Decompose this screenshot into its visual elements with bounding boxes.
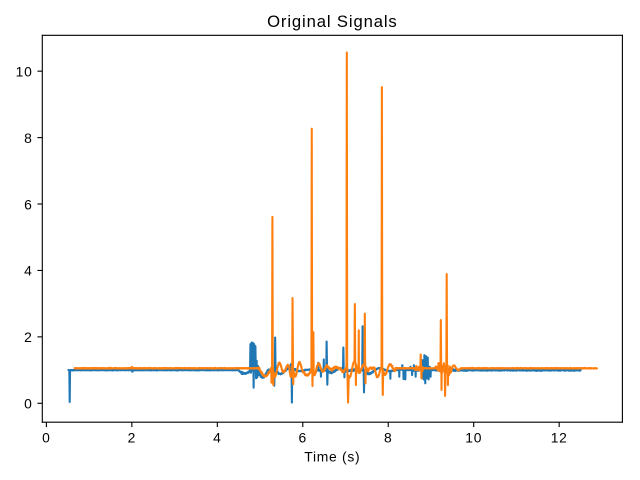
svg-text:2: 2 xyxy=(24,329,32,345)
svg-text:12: 12 xyxy=(551,429,568,445)
svg-text:0: 0 xyxy=(42,429,50,445)
svg-text:0: 0 xyxy=(24,396,32,412)
svg-text:10: 10 xyxy=(465,429,482,445)
svg-text:10: 10 xyxy=(16,63,33,79)
svg-text:4: 4 xyxy=(213,429,221,445)
svg-text:8: 8 xyxy=(384,429,392,445)
svg-text:6: 6 xyxy=(24,196,32,212)
svg-text:4: 4 xyxy=(24,263,32,279)
svg-text:8: 8 xyxy=(24,130,32,146)
svg-text:Time (s): Time (s) xyxy=(304,448,360,464)
svg-text:6: 6 xyxy=(299,429,307,445)
svg-text:2: 2 xyxy=(128,429,136,445)
svg-text:Original Signals: Original Signals xyxy=(267,12,398,31)
